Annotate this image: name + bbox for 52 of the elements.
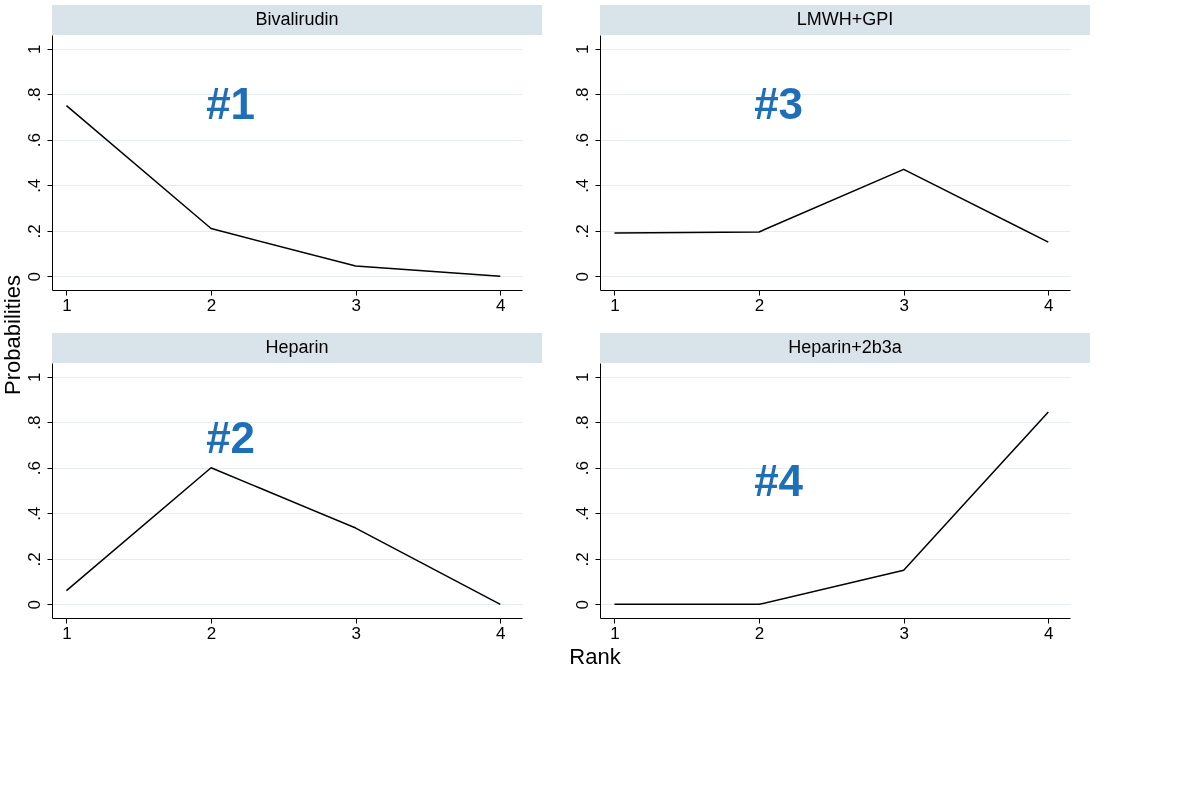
y-tick-label: .8 (24, 87, 44, 102)
y-tick-label: 0 (24, 600, 44, 610)
x-tick-label: 2 (206, 623, 217, 643)
x-tick-label: 4 (496, 295, 506, 315)
x-tick-label: 4 (1044, 623, 1054, 643)
y-tick-label: .8 (572, 87, 592, 102)
y-tick-label: 0 (24, 272, 44, 282)
annotation: #3 (754, 79, 804, 129)
y-axis-title: Probabilities (0, 275, 25, 395)
y-tick-label: .6 (572, 133, 592, 148)
y-tick-label: 1 (572, 44, 592, 54)
y-tick-label: .4 (24, 178, 44, 193)
y-tick-label: .6 (24, 461, 44, 476)
x-tick-label: 2 (754, 295, 765, 315)
x-tick-label: 3 (351, 295, 361, 315)
x-tick-label: 1 (610, 623, 620, 643)
chart-title: Heparin (265, 337, 329, 357)
y-tick-label: 1 (572, 372, 592, 382)
y-tick-label: .2 (24, 552, 44, 567)
chart-title: Heparin+2b3a (788, 337, 903, 357)
y-tick-label: 1 (24, 44, 44, 54)
x-tick-label: 3 (351, 623, 361, 643)
y-tick-label: .2 (572, 224, 592, 239)
y-tick-label: .2 (572, 552, 592, 567)
y-tick-label: .6 (572, 461, 592, 476)
chart-title: Bivalirudin (255, 9, 339, 29)
y-tick-label: 0 (572, 600, 592, 610)
y-tick-label: .4 (572, 506, 592, 521)
y-tick-label: .6 (24, 133, 44, 148)
y-tick-label: .8 (572, 415, 592, 430)
y-tick-label: .2 (24, 224, 44, 239)
x-tick-label: 3 (899, 623, 909, 643)
chart-title: LMWH+GPI (796, 9, 894, 29)
y-tick-label: .4 (24, 506, 44, 521)
annotation: #1 (206, 79, 256, 129)
line-series (613, 168, 1050, 243)
x-tick-label: 2 (206, 295, 217, 315)
line-series (65, 466, 502, 606)
y-tick-label: 0 (572, 272, 592, 282)
x-tick-label: 4 (496, 623, 506, 643)
y-tick-label: 1 (24, 372, 44, 382)
x-axis-title: Rank (569, 644, 622, 669)
x-tick-label: 4 (1044, 295, 1054, 315)
annotation: #4 (754, 455, 804, 505)
x-tick-label: 2 (754, 623, 765, 643)
y-tick-label: .4 (572, 178, 592, 193)
x-tick-label: 1 (62, 295, 72, 315)
x-tick-label: 1 (610, 295, 620, 315)
x-tick-label: 1 (62, 623, 72, 643)
y-tick-label: .8 (24, 415, 44, 430)
annotation: #2 (206, 412, 256, 462)
x-tick-label: 3 (899, 295, 909, 315)
